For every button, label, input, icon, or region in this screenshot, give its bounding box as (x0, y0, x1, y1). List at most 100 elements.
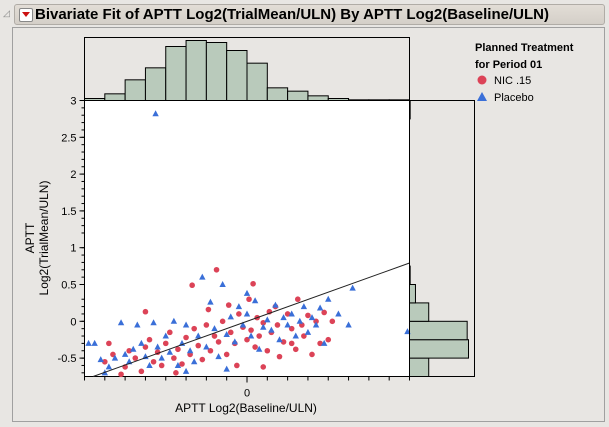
y-histogram-bar (409, 357, 430, 378)
nic-point (276, 353, 283, 360)
placebo-point (335, 310, 342, 317)
report-title: Bivariate Fit of APTT Log2(TrialMean/ULN… (35, 6, 549, 23)
placebo-point (325, 295, 332, 302)
nic-point (227, 329, 234, 336)
placebo-point (152, 110, 159, 117)
x-axis-label: APTT Log2(Baseline/ULN) (175, 401, 317, 415)
nic-point (203, 322, 210, 328)
nic-point (191, 325, 197, 332)
placebo-point (146, 361, 153, 368)
placebo-point (182, 367, 190, 374)
nic-point (199, 356, 206, 363)
y-tick-label: 2.5 (61, 132, 76, 144)
placebo-point (247, 332, 255, 339)
nic-point (215, 339, 222, 345)
placebo-point (91, 339, 98, 346)
placebo-point (300, 303, 308, 310)
x-histogram-bar (124, 79, 146, 102)
y-tick-label: 2 (70, 169, 76, 181)
nic-point (219, 318, 226, 325)
nic-point (317, 340, 323, 347)
legend: Planned Treatment for Period 01 NIC .15 … (475, 42, 574, 104)
placebo-point (121, 350, 129, 357)
nic-point (102, 358, 108, 365)
nic-point (171, 355, 177, 361)
placebo-point (227, 313, 234, 320)
placebo-point (174, 361, 182, 368)
nic-point (264, 347, 271, 354)
nic-point (309, 351, 315, 358)
x-histogram-bar (205, 42, 228, 101)
x-histogram (84, 40, 410, 102)
y-tick-label: 1 (70, 243, 76, 255)
nic-point (325, 336, 332, 343)
x-histogram-bar (144, 67, 167, 102)
placebo-point (243, 289, 251, 296)
placebo-point (117, 319, 125, 326)
placebo-point (203, 343, 210, 350)
fit-line (92, 262, 410, 377)
nic-point (284, 311, 291, 317)
nic-point (292, 346, 299, 353)
nic-point (211, 333, 218, 339)
nic-point (213, 266, 220, 273)
nic-point (205, 306, 212, 313)
placebo-point (186, 347, 194, 354)
nic-point (250, 280, 256, 287)
placebo-point (158, 354, 165, 361)
placebo-point (349, 284, 356, 291)
red-triangle-menu-icon[interactable] (19, 8, 33, 22)
placebo-point (312, 321, 320, 328)
nic-point (162, 340, 169, 347)
nic-point (329, 318, 336, 325)
placebo-point (251, 297, 259, 304)
nic-point (179, 361, 185, 367)
collapse-toggle-icon[interactable]: ◿ (3, 8, 10, 18)
nic-point (256, 333, 262, 339)
placebo-point (97, 356, 104, 363)
nic-point (118, 371, 124, 378)
x-histogram-bar (266, 87, 289, 102)
plot-frame (84, 100, 410, 377)
y-tick-label: 0.5 (61, 280, 76, 292)
y-histogram-bar (409, 284, 416, 304)
placebo-point (223, 331, 230, 338)
placebo-point (154, 343, 161, 350)
placebo-point (211, 325, 218, 332)
placebo-point (85, 339, 92, 346)
placebo-point (219, 281, 226, 287)
placebo-point (105, 363, 113, 370)
nic-point (236, 311, 242, 317)
y-histogram-bar (409, 339, 469, 359)
x-histogram-bar (185, 40, 207, 101)
placebo-point (316, 304, 324, 311)
placebo-point (284, 321, 291, 328)
placebo-point (320, 339, 328, 346)
x-histogram-bar (307, 95, 329, 102)
placebo-point (223, 365, 230, 372)
placebo-point (190, 358, 198, 365)
nic-point (280, 339, 287, 345)
y-histogram (409, 100, 469, 378)
legend-marker-nic (477, 75, 487, 85)
legend-title-line1: Planned Treatment (475, 42, 574, 54)
nic-point (167, 329, 173, 336)
nic-point (173, 370, 179, 376)
y-tick-label: 0 (70, 316, 76, 328)
nic-point (246, 296, 252, 303)
nic-point (132, 355, 139, 361)
placebo-point (170, 317, 178, 324)
nic-point (195, 342, 202, 349)
y-tick-label: 3 (70, 96, 76, 108)
placebo-point (272, 301, 279, 308)
legend-label-nic: NIC .15 (494, 75, 531, 87)
nic-point (305, 312, 311, 319)
placebo-point (243, 310, 251, 317)
placebo-point (345, 321, 352, 328)
nic-point (260, 364, 267, 370)
placebo-point (276, 336, 283, 343)
nic-point (175, 346, 181, 353)
placebo-point (296, 317, 304, 324)
x-histogram-bar (165, 46, 187, 101)
placebo-point (182, 321, 190, 328)
